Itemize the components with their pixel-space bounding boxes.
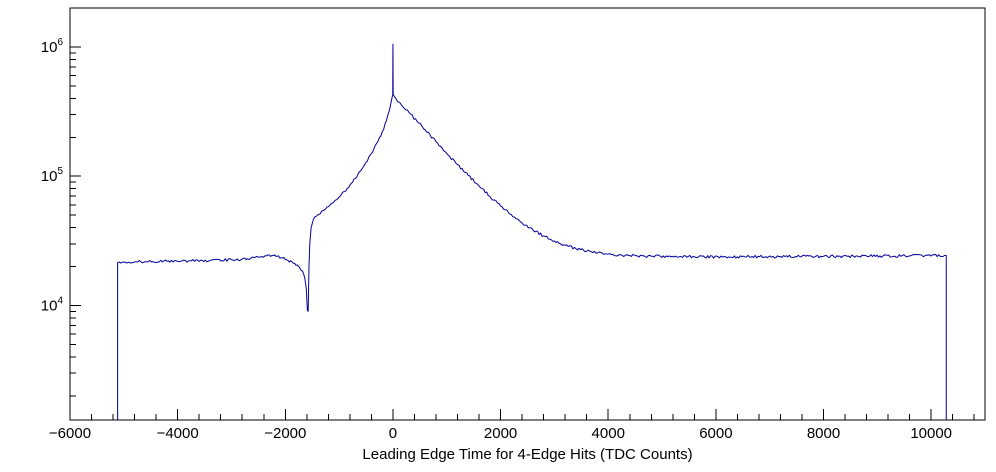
x-axis-title: Leading Edge Time for 4-Edge Hits (TDC C… xyxy=(362,446,693,463)
x-tick-label: 0 xyxy=(389,425,397,442)
frame-rect xyxy=(69,7,986,421)
y-tick-label: 106 xyxy=(41,37,64,56)
x-tick-label: 10000 xyxy=(910,425,952,442)
x-tick-label: 6000 xyxy=(699,425,732,442)
x-tick-label: −6000 xyxy=(49,425,91,442)
y-axis-ticks xyxy=(70,46,81,397)
y-tick-label: 104 xyxy=(41,295,64,314)
x-tick-label: 8000 xyxy=(807,425,840,442)
x-axis-ticks xyxy=(69,409,975,420)
plot-frame xyxy=(69,7,986,421)
y-axis-tick-labels: 104 105 106 xyxy=(41,37,64,315)
y-tick-label: 105 xyxy=(41,166,64,185)
x-tick-label: 2000 xyxy=(484,425,517,442)
x-axis-tick-labels: −6000 −4000 −2000 0 2000 4000 6000 8000 10000 xyxy=(49,425,952,442)
x-tick-label: −4000 xyxy=(157,425,199,442)
x-tick-label: −2000 xyxy=(264,425,306,442)
x-tick-label: 4000 xyxy=(592,425,625,442)
histogram-path xyxy=(117,43,947,420)
histogram-line xyxy=(117,43,947,420)
